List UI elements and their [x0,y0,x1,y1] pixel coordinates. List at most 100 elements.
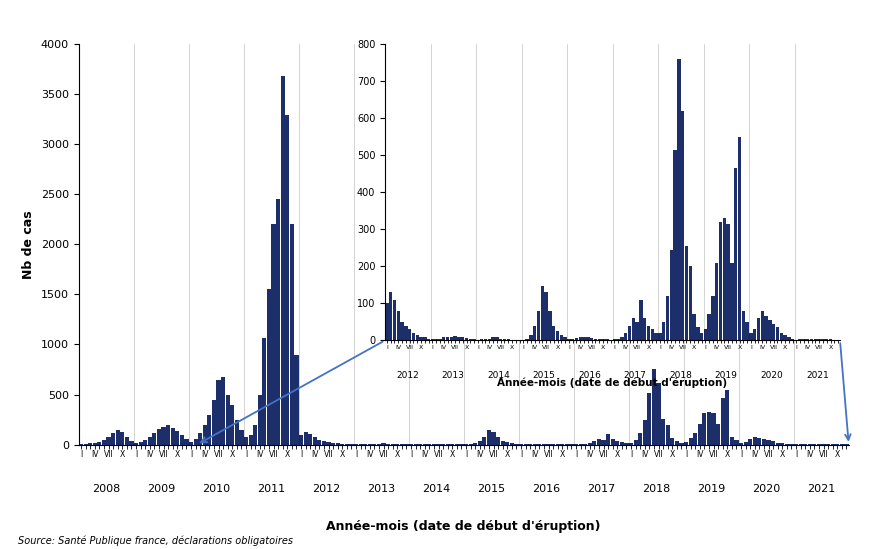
Bar [345,444,349,445]
Bar [760,311,764,340]
Text: 2013: 2013 [442,371,465,380]
Bar [393,300,396,340]
Text: 2016: 2016 [532,484,560,494]
Bar [435,339,438,340]
Bar [189,442,193,445]
Bar [336,443,340,445]
Bar [674,149,676,340]
Bar [762,439,766,445]
Bar [689,438,693,445]
Bar [681,111,684,340]
Bar [458,337,460,340]
Bar [304,432,308,445]
Bar [377,444,381,445]
Bar [427,339,430,340]
Bar [780,443,784,445]
Bar [822,339,824,340]
Bar [766,440,771,445]
Bar [461,338,465,340]
Bar [707,412,711,445]
Bar [666,425,669,445]
Bar [758,438,761,445]
Bar [571,339,574,340]
Bar [495,338,499,340]
Bar [549,311,551,340]
Bar [438,339,442,340]
Bar [500,441,505,445]
Text: 2014: 2014 [487,371,510,380]
Bar [771,441,775,445]
Bar [817,339,821,340]
Text: 2016: 2016 [578,371,601,380]
Bar [487,339,491,340]
Bar [643,420,647,445]
Bar [670,438,675,445]
Bar [138,442,143,445]
Bar [742,311,745,340]
Bar [684,442,688,445]
Text: 2017: 2017 [624,371,647,380]
Bar [171,428,175,445]
Bar [226,395,230,445]
Bar [312,436,317,445]
Bar [93,442,97,445]
Bar [802,339,806,340]
Bar [157,429,161,445]
Bar [612,339,616,340]
Bar [776,327,779,340]
Bar [424,338,426,340]
Bar [704,329,707,340]
Bar [628,326,631,340]
Text: 2011: 2011 [257,484,285,494]
Text: Année-mois (date de début d'éruption): Année-mois (date de début d'éruption) [326,520,601,533]
Bar [294,355,298,445]
Bar [285,115,290,445]
Bar [427,444,431,445]
Bar [624,333,627,340]
Bar [120,432,124,445]
Bar [625,442,628,445]
Bar [658,333,662,340]
Bar [611,439,615,445]
Bar [700,333,704,340]
Bar [203,425,206,445]
Bar [656,383,661,445]
Bar [552,326,556,340]
Bar [711,296,715,340]
Bar [696,327,699,340]
Text: 2010: 2010 [202,484,230,494]
Bar [529,335,533,340]
Bar [453,336,457,340]
X-axis label: Année-mois (date de début d'éruption): Année-mois (date de début d'éruption) [497,377,728,388]
Bar [785,444,789,445]
Bar [651,329,654,340]
Bar [693,433,697,445]
Bar [175,430,179,445]
Bar [541,285,544,340]
Bar [386,444,390,445]
Bar [340,444,345,445]
Bar [752,436,757,445]
Text: 2008: 2008 [92,484,121,494]
Bar [97,442,102,445]
Bar [738,137,741,340]
Bar [544,292,548,340]
Bar [125,436,129,445]
Bar [446,338,449,340]
Bar [276,199,280,445]
Bar [615,441,620,445]
Bar [662,322,665,340]
Bar [606,434,610,445]
Bar [723,218,726,340]
Bar [697,424,702,445]
Bar [480,339,483,340]
Bar [547,444,550,445]
Bar [537,311,540,340]
Bar [271,224,276,445]
Bar [473,443,477,445]
Bar [654,333,658,340]
Bar [772,324,775,340]
Bar [788,337,790,340]
Bar [634,440,638,445]
Bar [721,398,724,445]
